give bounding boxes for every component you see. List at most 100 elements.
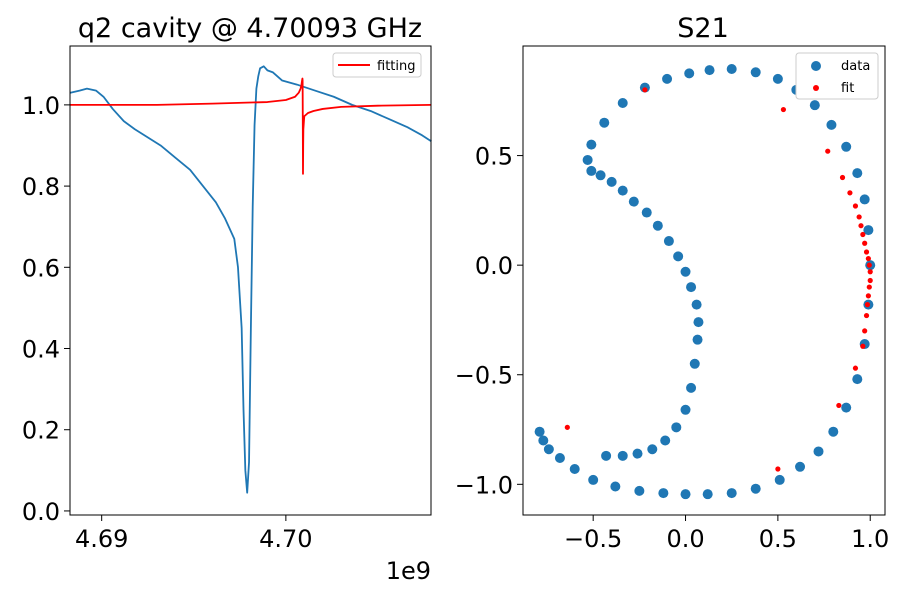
left-chart-panel: q2 cavity @ 4.70093 GHz 4.69 4.70 0.00.20… xyxy=(22,13,432,585)
right-data-point xyxy=(586,139,597,150)
right-data-point xyxy=(658,488,669,499)
right-fit-point xyxy=(836,402,842,409)
right-data-point xyxy=(617,185,628,196)
right-data-point xyxy=(686,382,697,393)
right-data-point xyxy=(726,488,737,499)
right-fit-point xyxy=(780,106,787,113)
right-fit-point xyxy=(860,343,866,349)
right-y-tick-label: −0.5 xyxy=(455,362,513,390)
right-data-point xyxy=(686,282,697,293)
left-series-measured-line xyxy=(70,65,432,494)
right-data-point xyxy=(680,266,691,277)
left-y-tick-label: 1.0 xyxy=(22,92,60,120)
right-fit-point xyxy=(864,302,871,308)
right-data-point xyxy=(795,461,806,472)
right-data-point xyxy=(852,168,863,179)
legend-data-label: data xyxy=(841,59,870,74)
right-data-point xyxy=(726,64,737,75)
right-fit-point xyxy=(865,255,871,262)
right-fit-point xyxy=(852,203,859,209)
left-y-tick-label: 0.0 xyxy=(22,498,60,526)
right-data-point xyxy=(813,446,824,457)
right-fit-point xyxy=(858,223,864,229)
right-data-point xyxy=(652,220,663,231)
right-data-point xyxy=(852,374,863,385)
right-data-point xyxy=(841,141,852,152)
right-y-ticks: −1.0 −0.5 0.0 0.5 xyxy=(455,143,523,499)
right-data-point xyxy=(554,453,565,464)
left-axes-frame xyxy=(69,45,432,516)
right-data-point xyxy=(680,489,691,500)
legend-fit-label: fit xyxy=(841,81,854,96)
right-data-point xyxy=(689,358,700,369)
left-x-ticks: 4.69 4.70 xyxy=(75,515,313,553)
right-data-point xyxy=(828,426,839,437)
right-data-point xyxy=(647,444,658,455)
right-fit-point xyxy=(825,148,831,154)
right-fit-point xyxy=(847,190,853,196)
right-data-point xyxy=(772,73,783,84)
right-fit-point xyxy=(860,231,866,238)
right-data-point xyxy=(543,444,554,455)
right-data-point xyxy=(599,117,610,128)
right-y-tick-label: 0.0 xyxy=(475,252,513,280)
right-data-point xyxy=(702,489,713,500)
right-data-point xyxy=(628,196,639,207)
left-x-tick-label: 4.70 xyxy=(259,525,312,553)
right-data-point xyxy=(673,251,684,262)
right-data-point xyxy=(660,435,671,446)
right-data-point xyxy=(632,448,643,459)
right-fit-point xyxy=(862,240,868,246)
legend-data-swatch xyxy=(811,61,821,71)
right-fit-point xyxy=(839,174,846,181)
right-y-tick-label: −1.0 xyxy=(455,471,513,499)
right-data-point xyxy=(809,100,820,111)
right-fit-point xyxy=(862,328,868,334)
right-data-point xyxy=(671,422,682,433)
legend-fit-swatch xyxy=(813,85,819,91)
right-plot-area xyxy=(534,64,876,500)
left-legend-box xyxy=(332,52,422,78)
right-data-point xyxy=(826,119,837,130)
right-fit-point xyxy=(642,87,648,93)
right-x-tick-label: 0.5 xyxy=(759,525,797,553)
left-legend: fitting xyxy=(332,52,422,78)
right-fit-point xyxy=(867,277,873,284)
right-x-ticks: −0.5 0.0 0.5 1.0 xyxy=(564,515,889,553)
right-axes-frame xyxy=(522,45,886,516)
left-plot-area xyxy=(70,65,432,494)
right-data-point xyxy=(634,485,645,496)
right-data-point xyxy=(582,154,593,165)
right-data-point xyxy=(617,450,628,461)
right-data-point xyxy=(662,73,673,84)
right-data-point xyxy=(610,481,621,492)
legend-fitting-label: fitting xyxy=(377,59,416,74)
right-data-point xyxy=(569,463,580,474)
right-data-point xyxy=(691,299,702,310)
right-data-point xyxy=(601,450,612,461)
right-data-point xyxy=(534,426,545,437)
right-data-point xyxy=(538,435,549,446)
right-chart-title: S21 xyxy=(677,13,729,44)
right-fit-point xyxy=(856,214,862,220)
right-fit-point xyxy=(866,262,872,268)
right-data-point xyxy=(595,170,606,181)
left-y-tick-label: 0.8 xyxy=(22,173,60,201)
right-data-point xyxy=(606,176,617,187)
right-fit-point xyxy=(863,312,870,319)
right-data-point xyxy=(586,165,597,176)
right-data-point xyxy=(704,65,715,76)
right-data-point xyxy=(859,194,870,205)
left-x-offset-label: 1e9 xyxy=(386,557,431,585)
left-y-ticks: 0.0 0.2 0.4 0.6 0.8 1.0 xyxy=(22,92,70,526)
right-data-point xyxy=(588,474,599,485)
right-x-tick-label: 1.0 xyxy=(851,525,889,553)
right-data-point xyxy=(750,67,761,78)
right-data-point xyxy=(680,404,691,415)
right-fit-point xyxy=(564,424,570,430)
left-chart-title: q2 cavity @ 4.70093 GHz xyxy=(78,13,422,44)
right-fit-point xyxy=(867,269,873,275)
right-y-tick-label: 0.5 xyxy=(475,143,513,171)
right-chart-panel: S21 −0.5 0.0 0.5 1.0 −1.0 −0.5 0.0 0.5 data fi… xyxy=(455,13,890,553)
